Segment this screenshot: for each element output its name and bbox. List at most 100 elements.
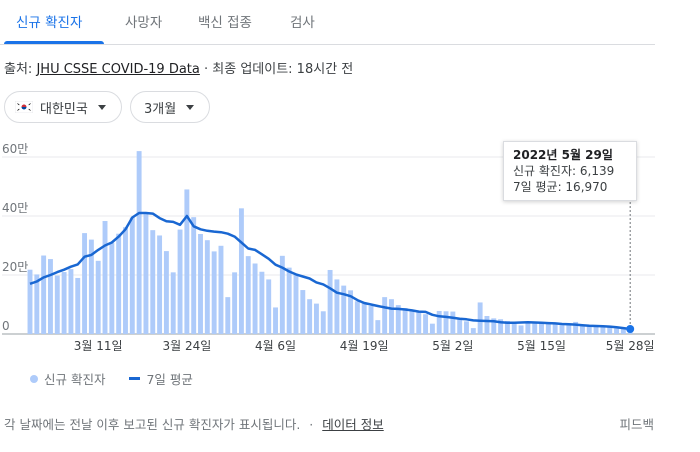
case-bar — [41, 255, 47, 334]
data-info-link[interactable]: 데이터 정보 — [322, 417, 384, 432]
case-bar — [525, 323, 531, 334]
case-bar — [504, 321, 510, 334]
case-bar — [348, 290, 354, 334]
source-prefix: 출처: — [4, 62, 33, 77]
case-bar — [389, 299, 394, 334]
case-bar — [116, 233, 122, 334]
y-tick-label: 20만 — [2, 260, 28, 274]
caret-down-icon — [186, 104, 195, 110]
x-tick-label: 5월 28일 — [606, 339, 655, 353]
case-bar — [82, 233, 88, 334]
case-bar — [600, 326, 606, 334]
case-bar — [484, 316, 490, 334]
case-bar — [259, 271, 265, 334]
case-bar — [54, 275, 60, 334]
case-bar — [68, 269, 74, 334]
case-bar — [573, 321, 579, 334]
legend-7day-average: 7일 평균 — [146, 372, 193, 387]
average-line — [29, 211, 631, 331]
case-bar — [586, 326, 592, 334]
tooltip-new-cases: 신규 확진자: 6,139 — [513, 164, 615, 178]
case-bar — [320, 311, 326, 334]
case-bar — [198, 233, 203, 334]
case-bar — [225, 297, 231, 334]
period-label: 3개월 — [144, 101, 177, 117]
case-bar — [607, 326, 613, 334]
case-bar — [532, 322, 538, 334]
case-bar — [307, 299, 313, 334]
bar-legend-swatch — [30, 374, 38, 383]
case-bar — [457, 318, 463, 334]
case-bar — [518, 325, 524, 334]
case-bar — [614, 328, 619, 334]
case-bar — [313, 303, 319, 334]
case-bar — [266, 279, 272, 334]
case-bar — [579, 325, 585, 334]
case-bar — [416, 312, 422, 334]
source-separator: · — [199, 62, 213, 77]
source-link[interactable]: JHU CSSE COVID-19 Data — [36, 62, 200, 77]
case-bar — [477, 302, 483, 334]
period-dropdown[interactable]: 3개월 — [130, 91, 210, 123]
case-bar — [61, 272, 67, 334]
y-tick-label: 0 — [2, 319, 10, 333]
case-bar — [402, 308, 408, 334]
case-bar — [559, 325, 565, 334]
case-bar — [429, 323, 435, 334]
case-bar — [184, 189, 190, 334]
case-bar — [566, 323, 572, 334]
legend-new-cases: 신규 확진자 — [44, 372, 106, 387]
case-bar — [627, 332, 633, 334]
tab-tests[interactable]: 검사 — [290, 15, 315, 31]
case-bar — [95, 260, 101, 334]
caret-down-icon — [97, 104, 106, 110]
case-bar — [136, 151, 142, 334]
case-bar — [464, 321, 469, 334]
feedback-link[interactable]: 피드백 — [619, 417, 654, 432]
case-bar — [620, 327, 626, 334]
x-tick-label: 3월 24일 — [162, 339, 211, 353]
x-tick-label: 3월 11일 — [74, 339, 123, 353]
case-bar — [395, 305, 401, 334]
case-bar — [368, 305, 374, 334]
last-updated: 최종 업데이트: 18시간 전 — [212, 62, 354, 77]
case-bar — [48, 259, 53, 334]
case-bar — [361, 302, 367, 334]
x-tick-label: 4월 19일 — [340, 339, 389, 353]
case-bar — [34, 274, 40, 334]
chart-legend: 신규 확진자 7일 평균 — [30, 369, 193, 388]
case-bar — [498, 319, 504, 334]
hover-point — [626, 324, 635, 333]
region-dropdown[interactable]: 대한민국 — [4, 91, 122, 123]
tab-new-cases[interactable]: 신규 확진자 — [16, 15, 83, 31]
tab-bar: 신규 확진자 사망자 백신 접종 검사 — [0, 0, 655, 45]
case-bar — [443, 311, 449, 334]
case-bar — [245, 256, 251, 334]
case-bar — [238, 208, 244, 334]
case-bar — [286, 267, 292, 334]
case-bar — [163, 251, 169, 334]
y-tick-label: 40만 — [2, 201, 28, 215]
case-bar — [300, 290, 306, 334]
case-bar — [88, 239, 94, 334]
cases-chart[interactable]: 0 20만 40만 60만 3월 11일 3월 24일 4월 6일 4월 19일 5월 2일 5월… — [0, 138, 700, 360]
case-bar — [375, 320, 381, 334]
tooltip-average: 7일 평균: 16,970 — [513, 180, 608, 194]
case-bar — [423, 314, 429, 334]
active-tab-indicator — [4, 41, 104, 44]
case-bar — [539, 322, 544, 334]
x-tick-label: 4월 6일 — [255, 339, 296, 353]
case-bar — [129, 217, 135, 334]
case-bar — [334, 279, 340, 334]
x-tick-label: 5월 2일 — [432, 339, 473, 353]
case-bar — [545, 323, 551, 334]
case-bar — [27, 269, 33, 334]
case-bar — [218, 245, 224, 334]
tab-deaths[interactable]: 사망자 — [125, 15, 163, 31]
case-bar — [204, 240, 210, 334]
case-bar — [436, 310, 442, 334]
case-bar — [157, 235, 163, 334]
case-bar — [170, 272, 176, 334]
y-tick-label: 60만 — [2, 142, 28, 156]
tab-vaccinations[interactable]: 백신 접종 — [198, 15, 252, 31]
